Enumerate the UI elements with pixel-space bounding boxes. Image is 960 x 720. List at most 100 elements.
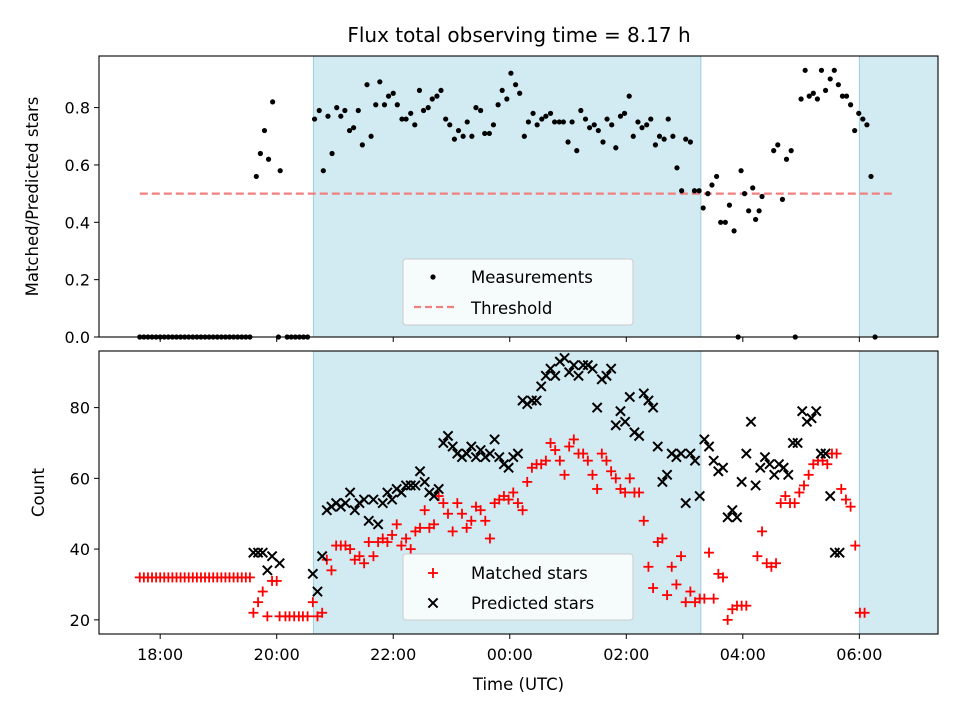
matched-star-point	[326, 565, 337, 576]
marker-stroke	[549, 370, 561, 382]
predicted-star-point	[619, 416, 631, 428]
marker-stroke	[782, 469, 794, 481]
y-tick-label: 20	[70, 611, 90, 630]
predicted-star-point	[675, 448, 687, 459]
measurement-point	[460, 133, 466, 139]
marker-stroke	[493, 451, 505, 463]
measurement-point	[746, 208, 752, 214]
top-y-axis-label: Matched/Predicted stars	[23, 97, 42, 297]
predicted-star-point	[442, 430, 454, 442]
marker-stroke	[573, 370, 584, 382]
predicted-star-point	[363, 515, 375, 527]
predicted-star-point	[661, 469, 673, 481]
marker-stroke	[377, 497, 389, 509]
matched-star-point	[704, 547, 715, 558]
matched-star-point	[345, 544, 356, 555]
measurement-point	[595, 127, 601, 134]
measurement-point	[609, 122, 615, 128]
measurement-point	[630, 133, 636, 139]
predicted-star-point	[433, 483, 444, 495]
measurement-point	[705, 191, 711, 197]
matched-star-point	[401, 533, 412, 544]
predicted-star-point	[568, 359, 580, 371]
measurement-point	[490, 122, 497, 128]
measurement-point	[346, 127, 353, 134]
marker-stroke	[661, 469, 673, 481]
measurement-point	[499, 87, 505, 94]
matched-star-point	[708, 593, 719, 604]
measurement-point	[399, 116, 405, 122]
measurement-point	[277, 168, 283, 174]
marker-stroke	[741, 448, 752, 459]
measurement-point	[416, 87, 423, 94]
measurement-point	[741, 191, 748, 197]
predicted-star-point	[410, 480, 421, 491]
measurement-point	[822, 87, 829, 94]
measurement-point	[827, 76, 833, 82]
marker-stroke	[834, 547, 845, 558]
matched-star-point	[757, 526, 768, 537]
predicted-star-point	[652, 441, 664, 452]
predicted-star-point	[535, 381, 547, 392]
measurement-point	[868, 173, 874, 180]
matched-star-point	[363, 537, 374, 548]
marker-stroke	[465, 441, 477, 452]
matched-star-point	[722, 614, 733, 625]
measurement-point	[539, 116, 545, 122]
marker-stroke	[675, 448, 687, 459]
predicted-star-point	[750, 480, 761, 491]
matched-star-point	[845, 501, 856, 512]
measurement-point	[565, 139, 571, 145]
measurement-point	[560, 119, 566, 125]
marker-stroke	[722, 511, 733, 523]
matched-star-point	[354, 551, 365, 562]
measurement-point	[334, 105, 340, 111]
predicted-star-point	[587, 363, 598, 374]
legend-measurements-label: Measurements	[471, 268, 593, 287]
top-legend-box	[402, 258, 634, 326]
predicted-star-point	[563, 366, 575, 378]
measurement-point	[814, 96, 820, 102]
predicted-star-point	[312, 586, 323, 597]
predicted-star-point	[754, 462, 766, 474]
matched-star-point	[382, 537, 393, 548]
measurement-point	[495, 102, 501, 108]
matched-star-point	[568, 434, 579, 445]
predicted-star-point	[601, 370, 612, 382]
matched-star-point	[545, 437, 556, 448]
measurement-point	[674, 165, 680, 171]
marker-stroke	[806, 412, 817, 424]
predicted-star-point	[810, 405, 822, 417]
predicted-star-point	[368, 494, 379, 505]
marker-stroke	[708, 455, 719, 466]
measurement-point	[753, 216, 759, 223]
marker-stroke	[689, 455, 701, 466]
count-panel: 18:00 20:00 22:00 00:00 02:00 04:00 06:00 20 40 6…	[29, 350, 939, 694]
measurement-point	[738, 168, 744, 174]
measurement-point	[586, 125, 593, 131]
measurement-point	[852, 127, 858, 134]
measurement-point	[403, 116, 409, 122]
measurement-point	[700, 205, 706, 211]
legend-measurement-marker	[430, 274, 436, 280]
predicted-star-point	[274, 557, 285, 569]
matched-star-point	[789, 498, 800, 509]
matched-star-point	[662, 590, 673, 601]
marker-stroke	[307, 568, 319, 580]
predicted-star-point	[764, 458, 775, 470]
marker-stroke	[810, 405, 822, 417]
measurement-point	[329, 150, 335, 157]
measurement-point	[679, 188, 685, 194]
marker-stroke	[736, 476, 747, 488]
matched-star-point	[601, 455, 612, 466]
marker-stroke	[386, 494, 398, 505]
marker-stroke	[414, 465, 426, 477]
matched-star-point	[391, 519, 402, 530]
measurement-point	[316, 107, 322, 114]
marker-stroke	[475, 444, 486, 456]
measurement-point	[543, 113, 549, 119]
measurement-point	[373, 102, 379, 108]
matched-star-point	[522, 476, 533, 487]
predicted-star-point	[605, 363, 617, 374]
